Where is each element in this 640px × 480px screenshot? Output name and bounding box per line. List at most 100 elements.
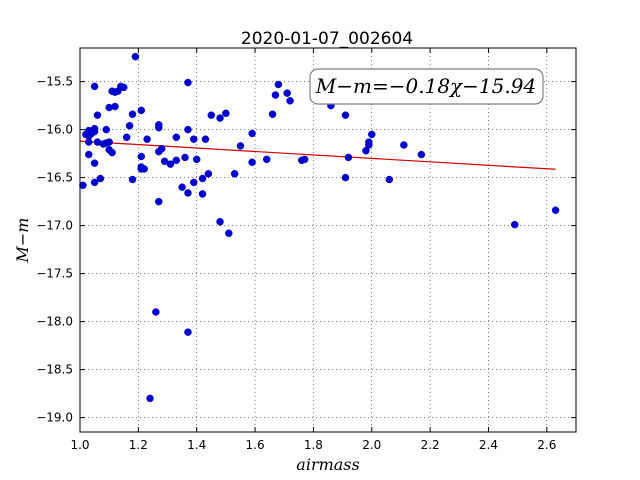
equation-box-frame xyxy=(309,68,544,105)
x-axis-label: airmass xyxy=(296,455,359,474)
x-tick-label: 1.6 xyxy=(246,438,265,452)
data-point xyxy=(128,110,137,118)
x-tick-label: 1.4 xyxy=(187,438,206,452)
data-point xyxy=(93,138,102,146)
data-point xyxy=(155,123,163,132)
y-tick-label: −17.5 xyxy=(36,267,73,281)
y-tick-label: −17.0 xyxy=(36,219,73,233)
data-point xyxy=(122,133,131,142)
data-point xyxy=(365,138,373,146)
data-point xyxy=(184,189,192,197)
data-point xyxy=(268,110,277,118)
data-point xyxy=(216,114,224,122)
axis-ticks: 1.0 1.2 1.4 1.6 1.8 2.0 2.2 2.4 2.6 −15.5 −16.0 −16… xyxy=(36,48,576,452)
data-point xyxy=(114,87,122,95)
data-point xyxy=(184,328,192,336)
data-point xyxy=(146,394,154,403)
fit-line xyxy=(79,140,556,170)
data-point xyxy=(87,129,96,138)
x-tick-label: 2.0 xyxy=(362,438,381,452)
data-point xyxy=(368,130,376,139)
data-point xyxy=(155,197,163,206)
data-point xyxy=(108,148,116,157)
data-point xyxy=(125,122,134,130)
data-point xyxy=(140,165,148,173)
data-points xyxy=(79,52,560,403)
data-point xyxy=(172,133,181,142)
data-point xyxy=(190,135,198,143)
data-point xyxy=(85,138,93,146)
data-point xyxy=(204,170,213,178)
data-point xyxy=(262,155,271,164)
data-point xyxy=(90,178,99,187)
plot-area xyxy=(79,47,577,433)
data-point xyxy=(131,52,140,61)
data-point xyxy=(102,125,111,134)
data-point xyxy=(216,218,224,226)
data-point xyxy=(190,178,198,187)
x-tick-label: 1.8 xyxy=(304,438,323,452)
data-point xyxy=(230,170,239,178)
data-point xyxy=(286,97,294,105)
fit-line-group xyxy=(79,140,556,170)
data-point xyxy=(248,158,256,166)
data-point xyxy=(181,153,189,162)
data-point xyxy=(400,141,408,149)
data-point xyxy=(166,160,175,168)
data-point xyxy=(192,155,201,164)
data-point xyxy=(201,135,210,143)
x-tick-label: 2.4 xyxy=(479,438,498,452)
data-point xyxy=(344,153,353,162)
data-point xyxy=(93,111,102,119)
data-point xyxy=(385,175,394,184)
y-tick-label: −19.0 xyxy=(36,411,73,425)
data-point xyxy=(222,109,230,118)
x-tick-label: 1.0 xyxy=(70,438,89,452)
data-point xyxy=(172,156,181,165)
data-point xyxy=(283,89,291,97)
data-point xyxy=(79,181,87,190)
data-point xyxy=(236,142,245,150)
data-point xyxy=(551,206,560,214)
y-axis-label: M−m xyxy=(13,218,32,264)
x-tick-label: 2.2 xyxy=(421,438,440,452)
data-point xyxy=(184,125,192,134)
data-point xyxy=(85,150,93,159)
data-point xyxy=(198,174,207,183)
y-tick-label: −16.0 xyxy=(36,123,73,137)
data-point xyxy=(341,111,350,119)
data-point xyxy=(143,135,151,143)
x-tick-label: 1.2 xyxy=(129,438,148,452)
grid xyxy=(79,48,576,432)
data-point xyxy=(137,152,146,161)
data-point xyxy=(90,159,99,167)
data-point xyxy=(341,173,350,182)
data-point xyxy=(248,129,256,138)
data-point xyxy=(96,174,105,183)
y-tick-label: −18.5 xyxy=(36,363,73,377)
data-point xyxy=(184,78,192,87)
data-point xyxy=(510,220,519,229)
data-point xyxy=(152,308,160,316)
y-tick-label: −16.5 xyxy=(36,171,73,185)
x-tick-label: 2.6 xyxy=(537,438,556,452)
chart-title: 2020-01-07_002604 xyxy=(241,29,413,49)
data-point xyxy=(128,175,137,184)
data-point xyxy=(90,82,99,91)
data-point xyxy=(207,111,216,119)
data-point xyxy=(155,147,163,156)
data-point xyxy=(225,229,233,238)
data-point xyxy=(271,91,280,99)
data-point xyxy=(111,102,119,111)
data-point xyxy=(198,190,207,198)
y-tick-label: −18.0 xyxy=(36,315,73,329)
data-point xyxy=(274,80,283,89)
data-point xyxy=(178,183,186,191)
data-point xyxy=(105,138,113,146)
equation-box: M−m=−0.18χ−15.94 xyxy=(309,68,544,105)
data-point xyxy=(300,155,309,164)
data-point xyxy=(137,106,146,115)
data-point xyxy=(417,150,426,159)
fit-equation: M−m=−0.18χ−15.94 xyxy=(315,74,536,98)
